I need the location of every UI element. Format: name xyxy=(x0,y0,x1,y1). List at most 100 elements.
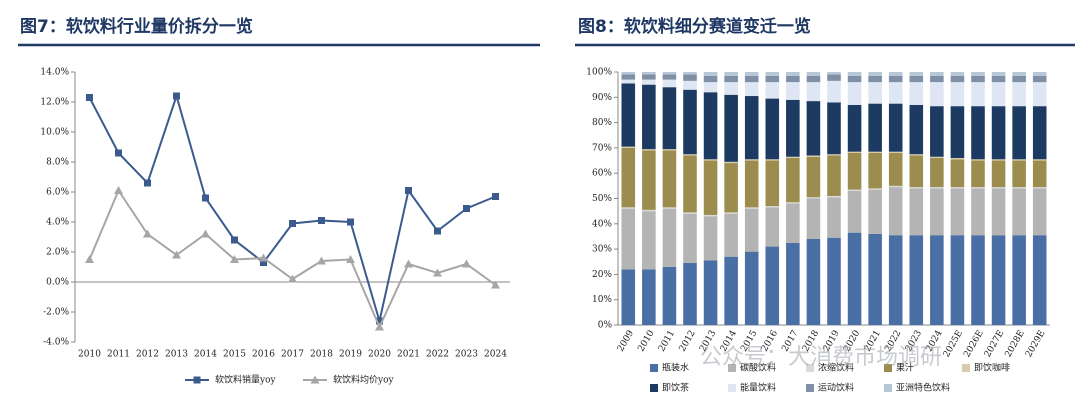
bar-segment xyxy=(744,159,759,161)
bar-segment xyxy=(744,72,759,76)
bar-segment xyxy=(642,209,656,212)
bar-segment xyxy=(930,72,944,76)
bar-segment xyxy=(847,82,862,105)
bar-segment xyxy=(1012,160,1026,188)
x-tick-label: 2013 xyxy=(165,350,188,360)
bar-segment xyxy=(1012,106,1026,160)
bar-segment xyxy=(847,104,862,152)
bar-segment xyxy=(1032,188,1047,236)
bar-segment xyxy=(724,256,738,325)
bar-segment xyxy=(662,72,677,75)
chart-title: 图7：软饮料行业量价拆分一览 xyxy=(20,16,253,37)
bar-segment xyxy=(765,159,780,161)
bar-segment xyxy=(909,155,924,188)
bar-segment xyxy=(786,82,800,100)
bar-segment xyxy=(909,187,924,189)
bar-segment xyxy=(786,156,800,159)
marker xyxy=(115,149,122,157)
bar-segment xyxy=(744,75,759,83)
bar-segment xyxy=(806,101,821,156)
marker xyxy=(143,229,152,238)
bar-segment xyxy=(1032,235,1047,325)
legend-label: 软饮料均价yoy xyxy=(333,374,395,386)
bar-segment xyxy=(991,82,1006,107)
marker xyxy=(404,259,413,268)
marker xyxy=(86,94,93,101)
x-tick-label: 2017 xyxy=(281,350,304,360)
bar-segment xyxy=(806,75,821,83)
bar-segment xyxy=(806,197,821,199)
bar-segment xyxy=(991,159,1006,161)
bar-segment xyxy=(765,246,780,325)
bar-segment xyxy=(744,82,759,97)
marker xyxy=(346,255,355,263)
marker xyxy=(231,236,238,244)
bar-segment xyxy=(971,159,985,161)
legend-swatch xyxy=(884,384,892,392)
bar-segment xyxy=(724,212,738,214)
bar-segment xyxy=(888,75,903,83)
bar-segment xyxy=(827,197,841,238)
watermark: 公众号：大消费市场调研 xyxy=(700,345,942,370)
legend-label: 运动饮料 xyxy=(818,382,854,394)
bar-segment xyxy=(642,72,656,75)
bar-segment xyxy=(1012,235,1026,325)
bar-segment xyxy=(847,151,862,153)
bar-segment xyxy=(683,213,697,264)
bar-segment xyxy=(888,187,903,236)
marker xyxy=(289,220,296,227)
legend-label: 软饮料销量yoy xyxy=(215,374,277,386)
bar-segment xyxy=(868,188,882,190)
marker xyxy=(114,186,123,194)
bar-segment xyxy=(642,150,656,210)
bar-segment xyxy=(888,151,903,153)
bar-segment xyxy=(765,75,780,83)
legend-label: 瓶装水 xyxy=(662,362,689,374)
bar-segment xyxy=(971,82,985,107)
bar-segment xyxy=(1012,82,1026,107)
bar-segment xyxy=(847,189,862,191)
bar-segment xyxy=(621,269,636,325)
x-tick-label: 2023 xyxy=(455,350,478,360)
marker xyxy=(433,268,442,277)
bar-segment xyxy=(683,72,697,75)
legend-swatch xyxy=(884,364,892,372)
y-tick-label: 20% xyxy=(592,270,612,280)
marker xyxy=(193,376,201,384)
y-tick-label: 40% xyxy=(592,219,612,229)
bar-segment xyxy=(744,207,759,209)
bar-segment xyxy=(909,154,924,156)
bar-segment xyxy=(1012,75,1026,83)
bar-segment xyxy=(991,187,1006,189)
bar-segment xyxy=(868,233,882,325)
bar-segment xyxy=(806,198,821,239)
legend-label: 碳酸饮料 xyxy=(740,362,776,374)
bar-segment xyxy=(744,96,759,160)
legend-label: 即饮茶 xyxy=(662,382,689,394)
bar-segment xyxy=(950,235,965,325)
bar-segment xyxy=(847,75,862,83)
marker xyxy=(318,217,325,224)
y-tick-label: -4.0% xyxy=(43,338,69,348)
bar-segment xyxy=(683,154,697,156)
bar-segment xyxy=(868,151,882,153)
bar-segment xyxy=(971,235,985,325)
bar-segment xyxy=(765,98,780,160)
bar-segment xyxy=(765,206,780,208)
bar-segment xyxy=(991,188,1006,236)
bar-segment xyxy=(868,75,882,83)
bar-segment xyxy=(806,156,821,198)
bar-segment xyxy=(909,72,924,76)
bar-segment xyxy=(888,72,903,76)
bar-segment xyxy=(765,160,780,207)
bar-segment xyxy=(930,156,944,159)
bar-segment xyxy=(683,80,697,90)
marker xyxy=(288,274,297,283)
marker xyxy=(230,255,239,263)
marker xyxy=(172,250,181,259)
legend-label: 亚洲特色饮料 xyxy=(896,382,950,394)
bar-segment xyxy=(744,208,759,252)
bar-segment xyxy=(621,146,636,148)
bar-segment xyxy=(827,80,841,103)
bar-segment xyxy=(827,237,841,325)
